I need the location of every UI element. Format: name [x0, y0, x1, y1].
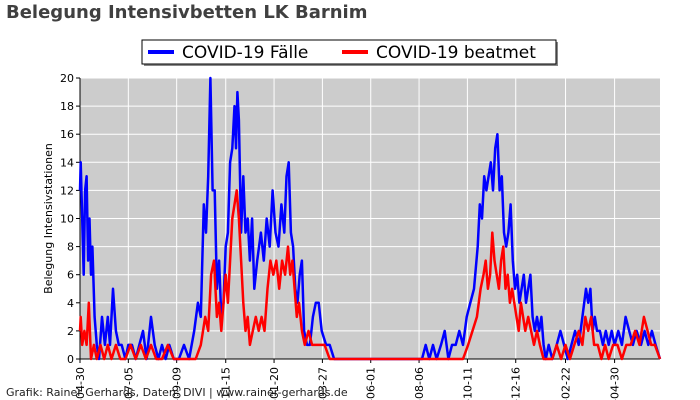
series-line-beatmet [78, 189, 662, 361]
x-tick-label: -09-09 [171, 367, 184, 400]
legend-label: COVID-19 beatmet [376, 43, 536, 63]
x-tick-label: -10-11 [461, 367, 474, 400]
x-tick-label: -04-30 [609, 367, 622, 400]
x-tick-label: -11-15 [220, 367, 233, 400]
y-tick-label: 2 [67, 325, 74, 338]
x-tick-label: -06-01 [365, 367, 378, 400]
series-line-faelle [78, 76, 662, 361]
y-tick-label: 10 [60, 213, 74, 226]
x-tick-label: -08-06 [413, 367, 426, 400]
y-tick-label: 18 [60, 100, 74, 113]
x-tick-label: -07-05 [122, 367, 135, 400]
y-tick-label: 0 [67, 353, 74, 366]
y-tick-label: 20 [60, 72, 74, 85]
y-tick-label: 14 [60, 156, 74, 169]
credit-text: Grafik: Rainer Gerhards, Daten: DIVI | w… [6, 386, 348, 399]
y-tick-label: 6 [67, 269, 74, 282]
chart-title: Belegung Intensivbetten LK Barnim [6, 2, 368, 23]
y-tick-label: 12 [60, 184, 74, 197]
legend-label: COVID-19 Fälle [182, 43, 308, 63]
x-tick-label: -02-22 [560, 367, 573, 400]
x-tick-label: -03-27 [316, 367, 329, 400]
x-tick-label: -12-16 [510, 367, 523, 400]
y-tick-label: 16 [60, 128, 74, 141]
y-axis-label: Belegung Intensivstationen [42, 143, 55, 294]
y-tick-label: 8 [67, 241, 74, 254]
x-tick-label: -01-20 [268, 367, 281, 400]
y-tick-label: 4 [67, 297, 74, 310]
x-tick-label: -04-30 [74, 367, 87, 400]
